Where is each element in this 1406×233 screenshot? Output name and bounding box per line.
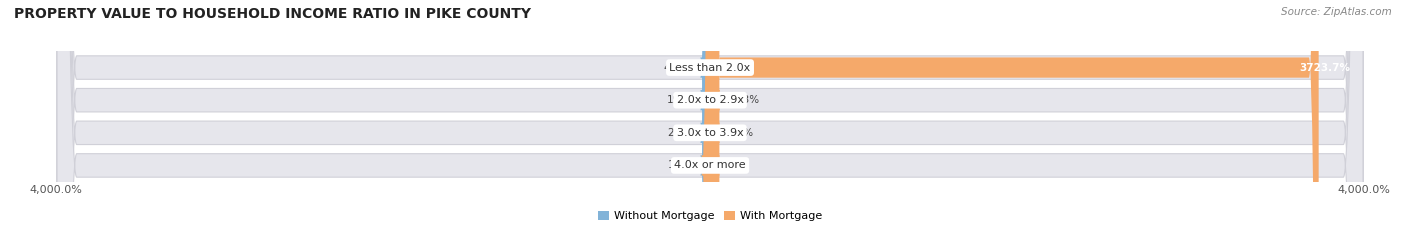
FancyBboxPatch shape (700, 0, 713, 233)
FancyBboxPatch shape (58, 0, 1362, 233)
Text: Less than 2.0x: Less than 2.0x (669, 63, 751, 72)
FancyBboxPatch shape (702, 0, 720, 233)
Text: 4.0x or more: 4.0x or more (675, 161, 745, 170)
FancyBboxPatch shape (710, 0, 1319, 233)
Text: 6.8%: 6.8% (717, 161, 744, 170)
Legend: Without Mortgage, With Mortgage: Without Mortgage, With Mortgage (593, 206, 827, 226)
FancyBboxPatch shape (58, 0, 1362, 233)
Text: 57.3%: 57.3% (725, 95, 759, 105)
Text: PROPERTY VALUE TO HOUSEHOLD INCOME RATIO IN PIKE COUNTY: PROPERTY VALUE TO HOUSEHOLD INCOME RATIO… (14, 7, 531, 21)
Text: 21.2%: 21.2% (666, 128, 700, 138)
FancyBboxPatch shape (710, 0, 720, 233)
Text: 2.0x to 2.9x: 2.0x to 2.9x (676, 95, 744, 105)
Text: 15.1%: 15.1% (668, 161, 702, 170)
FancyBboxPatch shape (700, 0, 717, 233)
Text: Source: ZipAtlas.com: Source: ZipAtlas.com (1281, 7, 1392, 17)
Text: 43.1%: 43.1% (664, 63, 696, 72)
Text: 19.1%: 19.1% (668, 95, 700, 105)
Text: 25.2%: 25.2% (721, 128, 754, 138)
FancyBboxPatch shape (58, 0, 1362, 233)
Text: 3723.7%: 3723.7% (1299, 63, 1351, 72)
FancyBboxPatch shape (700, 0, 717, 233)
FancyBboxPatch shape (58, 0, 1362, 233)
Text: 3.0x to 3.9x: 3.0x to 3.9x (676, 128, 744, 138)
FancyBboxPatch shape (704, 0, 720, 233)
FancyBboxPatch shape (700, 0, 717, 233)
